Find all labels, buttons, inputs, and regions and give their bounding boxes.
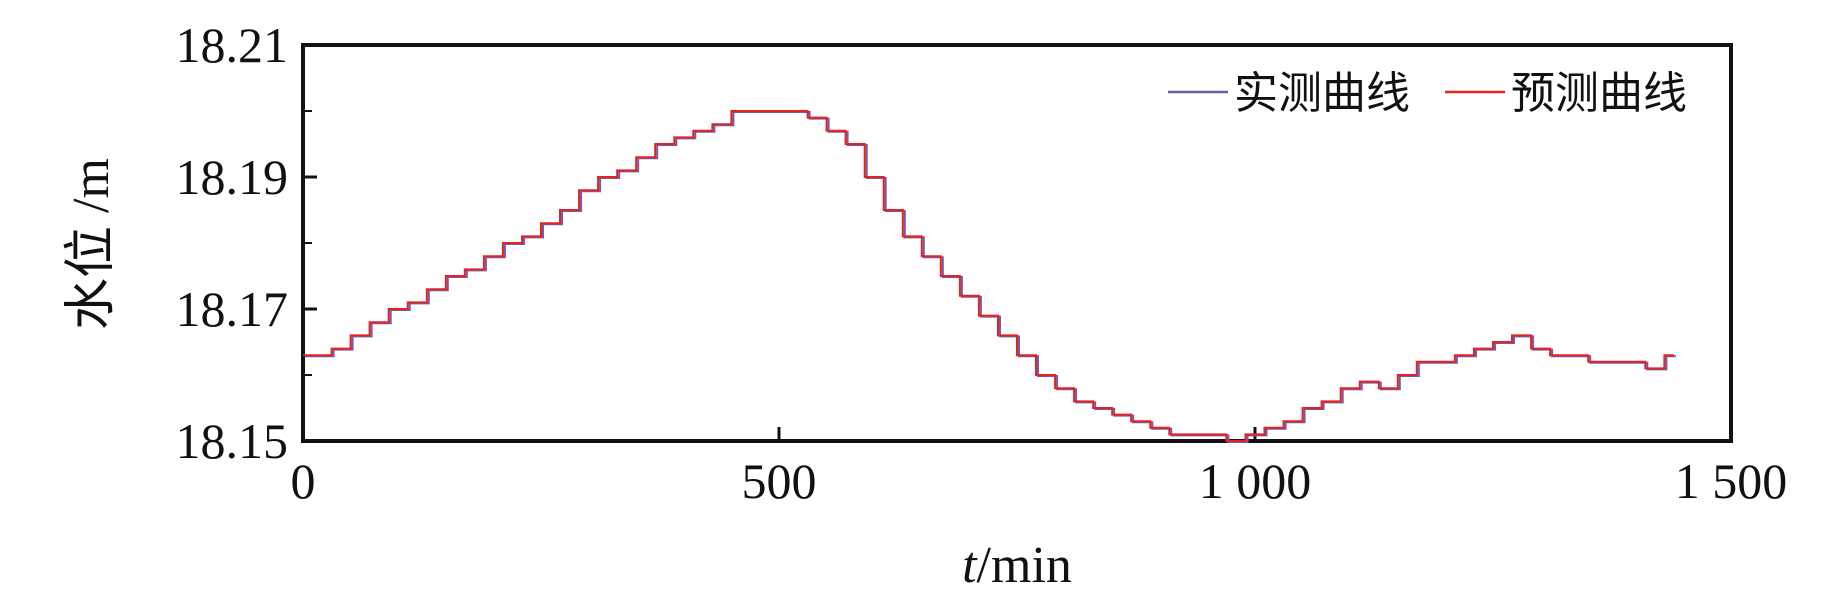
legend-label: 实测曲线 [1234,69,1410,118]
y-tick-label: 18.15 [176,413,289,469]
y-tick-label: 18.19 [176,149,289,205]
legend-label: 预测曲线 [1511,69,1687,118]
x-tick-label: 0 [291,453,316,509]
series-line-1 [305,111,1676,443]
axis-tick-labels: 0 500 1 000 1 500 18.15 18.17 18.19 18.21 [176,17,1788,509]
x-tick-label: 500 [742,453,817,509]
x-axis-title: t/min [962,537,1072,591]
y-axis-title: 水位 /m [63,158,120,330]
legend: 实测曲线 预测曲线 [1168,69,1687,118]
series-layer [303,110,1676,443]
series-line-2 [303,110,1674,442]
y-tick-label: 18.21 [176,17,289,73]
x-axis-title-variable: t [962,537,978,591]
x-tick-label: 1 500 [1675,453,1788,509]
x-tick-label: 1 000 [1199,453,1312,509]
x-axis-title-unit: /min [977,537,1072,591]
y-tick-label: 18.17 [176,281,289,337]
